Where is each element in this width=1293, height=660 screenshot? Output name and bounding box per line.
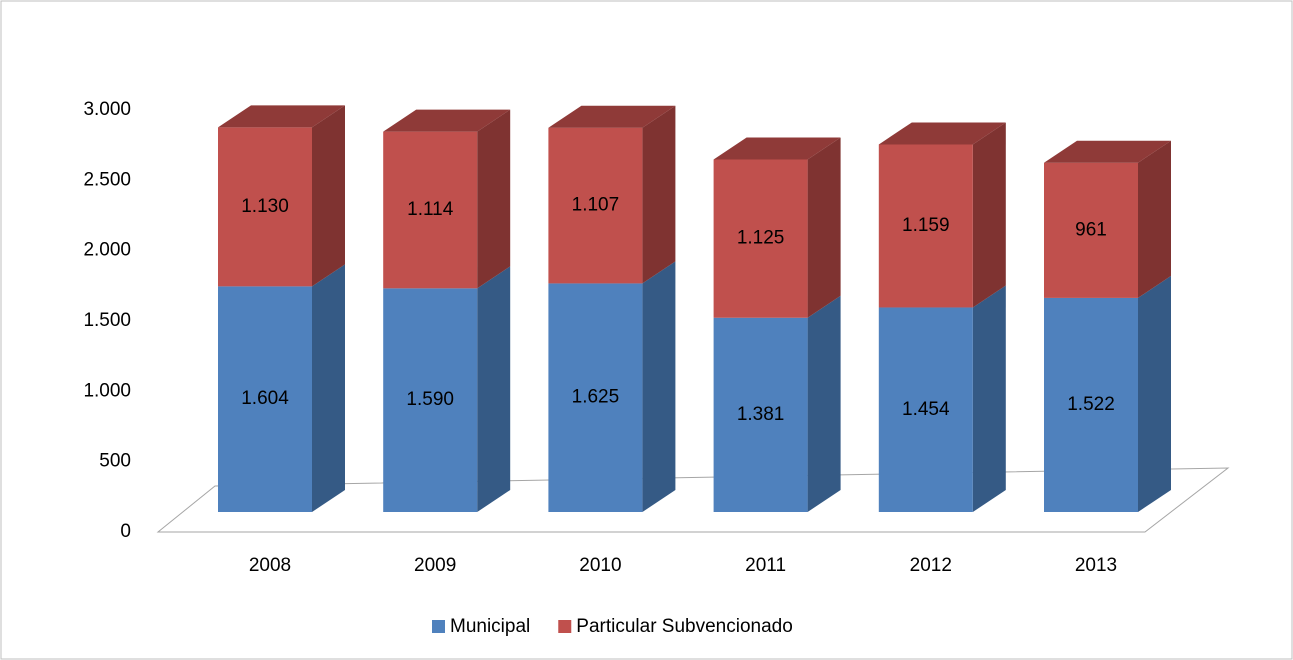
bar-top [878,122,1006,145]
bar [548,127,643,284]
value-label: 1.114 [407,199,454,220]
bar-side [642,105,676,284]
value-label: 1.130 [241,196,289,217]
bar-side [972,285,1006,512]
value-label: 1.590 [406,389,454,410]
bar-side [807,295,841,512]
value-label: 1.125 [737,228,785,249]
bar [548,283,643,512]
bar [713,159,808,318]
value-label: 1.159 [902,215,950,236]
bar-side [807,137,841,318]
bar [713,317,808,512]
bar-side [642,261,676,512]
bar [218,286,312,512]
value-label: 1.454 [902,399,950,420]
bar [383,131,478,289]
bar-side [477,266,511,512]
legend-label: Particular Subvencionado [576,616,793,637]
value-label: 1.604 [241,388,289,409]
legend-swatch [432,620,445,633]
value-label: 1.107 [572,195,620,216]
bar [1044,162,1138,298]
legend-swatch [558,620,572,633]
x-tick-label: 2013 [1075,555,1117,576]
bar [878,307,973,512]
bar-top [218,105,345,128]
x-tick-label: 2011 [745,555,786,576]
y-tick-label: 2.000 [83,240,131,261]
bar [878,144,973,308]
y-tick-label: 3.000 [83,99,131,120]
floor [156,467,1230,533]
bar-top [383,109,511,132]
bar-side [312,105,345,287]
bar-top [1044,140,1171,163]
x-tick-label: 2010 [579,555,621,576]
bar-side [477,109,511,289]
legend-label: Municipal [450,616,530,637]
x-tick-label: 2008 [249,555,291,576]
y-tick-label: 2.500 [83,169,131,190]
y-tick-label: 0 [120,521,131,542]
y-tick-label: 500 [99,451,131,472]
bar [383,288,478,512]
value-label: 1.381 [737,404,785,425]
value-label: 1.625 [572,387,620,408]
bar [218,127,312,287]
value-label: 1.522 [1067,394,1115,415]
bar [1044,297,1138,512]
bar-side [1138,275,1171,512]
bar-top [548,105,676,128]
bar-side [972,122,1006,308]
bar-top [713,137,841,160]
x-tick-label: 2012 [910,555,952,576]
y-tick-label: 1.500 [83,310,131,331]
bar-side [1138,140,1171,298]
x-tick-label: 2009 [414,555,456,576]
bar-side [312,264,345,512]
y-tick-label: 1.000 [83,380,131,401]
value-label: 961 [1075,219,1107,240]
